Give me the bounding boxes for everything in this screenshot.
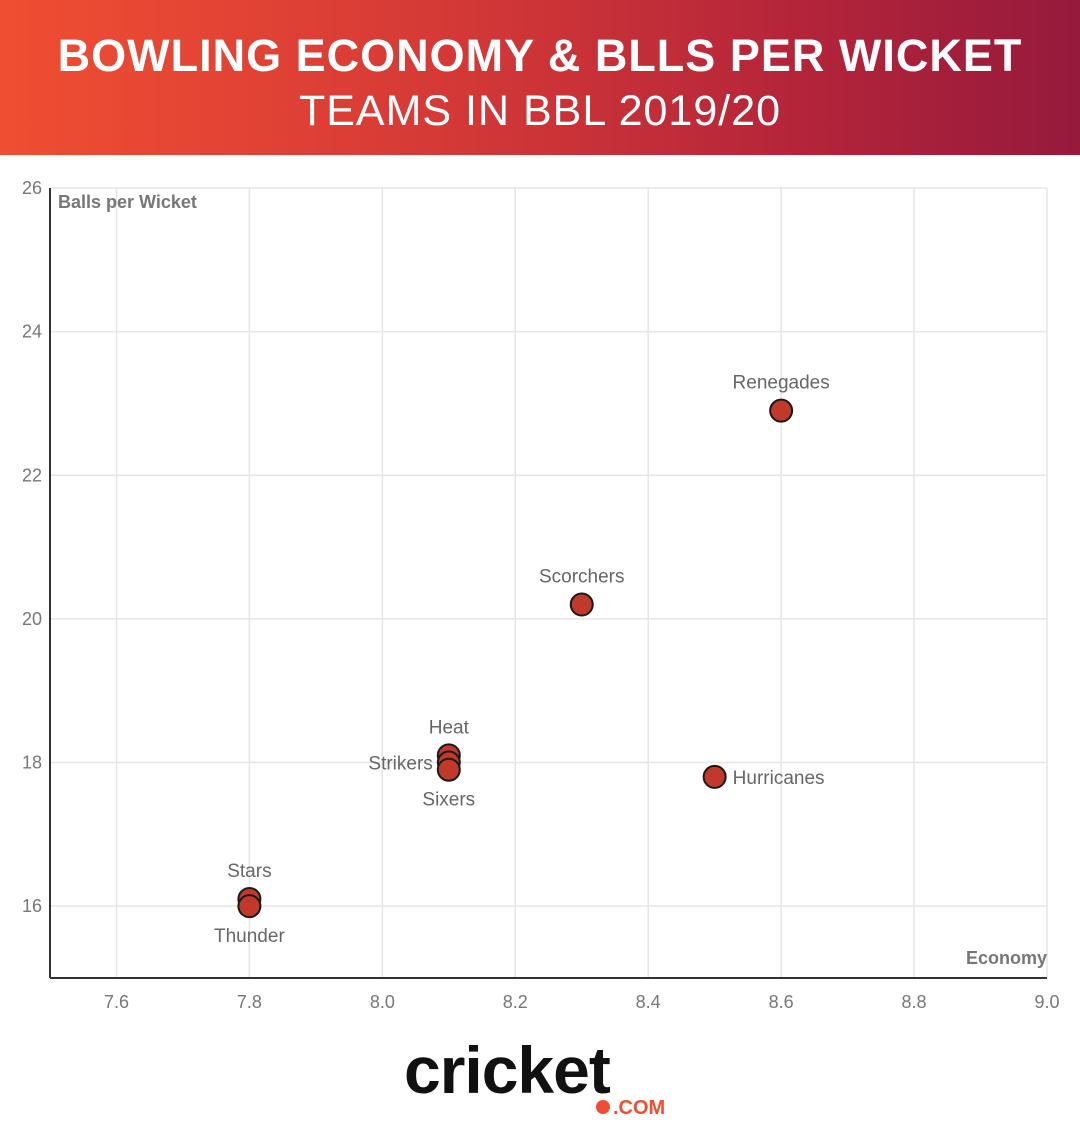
x-tick-label: 9.0 [1034, 992, 1059, 1012]
data-point [237, 894, 262, 919]
data-point [769, 398, 794, 423]
tick-labels: 7.6 7.8 8.0 8.2 8.4 8.6 8.8 9.0 16 18 20 22 24 26 [22, 178, 1060, 1012]
title-banner: BOWLING ECONOMY & BLLS PER WICKET TEAMS … [0, 0, 1080, 155]
y-tick-label: 26 [22, 178, 42, 198]
y-axis-label: Balls per Wicket [58, 192, 197, 212]
point-label: Scorchers [539, 567, 625, 588]
logo-wordmark: cricket [404, 1035, 611, 1107]
x-tick-label: 7.6 [104, 992, 129, 1012]
point-label: Renegades [733, 373, 830, 394]
y-tick-label: 16 [22, 896, 42, 916]
x-tick-label: 8.6 [769, 992, 794, 1012]
y-tick-label: 18 [22, 753, 42, 773]
y-tick-label: 22 [22, 465, 42, 485]
chart-subtitle: TEAMS IN BBL 2019/20 [298, 87, 782, 135]
point-label: Hurricanes [733, 768, 825, 789]
point-label: Strikers [368, 754, 432, 775]
x-tick-label: 7.8 [237, 992, 262, 1012]
point-labels: Renegades Scorchers Heat Strikers Sixers Hurr… [214, 373, 830, 948]
grid-lines [50, 187, 1048, 978]
logo-dot-icon [596, 1100, 610, 1114]
x-tick-label: 8.0 [370, 992, 395, 1012]
data-point [702, 764, 727, 789]
logo-suffix: .COM [613, 1097, 665, 1119]
x-tick-label: 8.8 [902, 992, 927, 1012]
point-label: Heat [429, 717, 470, 738]
data-point [569, 592, 594, 617]
axes [49, 188, 1047, 979]
x-axis-label: Economy [966, 948, 1047, 968]
data-points [237, 398, 794, 919]
point-label: Sixers [422, 790, 475, 811]
x-tick-label: 8.2 [503, 992, 528, 1012]
chart-title: BOWLING ECONOMY & BLLS PER WICKET [57, 30, 1023, 81]
x-tick-label: 8.4 [636, 992, 661, 1012]
cricket-com-logo: cricket .COM [404, 1035, 665, 1119]
point-label: Thunder [214, 926, 285, 947]
y-tick-label: 20 [22, 609, 42, 629]
y-tick-label: 24 [22, 322, 42, 342]
point-label: Stars [227, 861, 271, 882]
scatter-chart: 7.6 7.8 8.0 8.2 8.4 8.6 8.8 9.0 16 18 20 22 24 26 Bal… [22, 178, 1060, 1012]
data-point [436, 757, 461, 782]
